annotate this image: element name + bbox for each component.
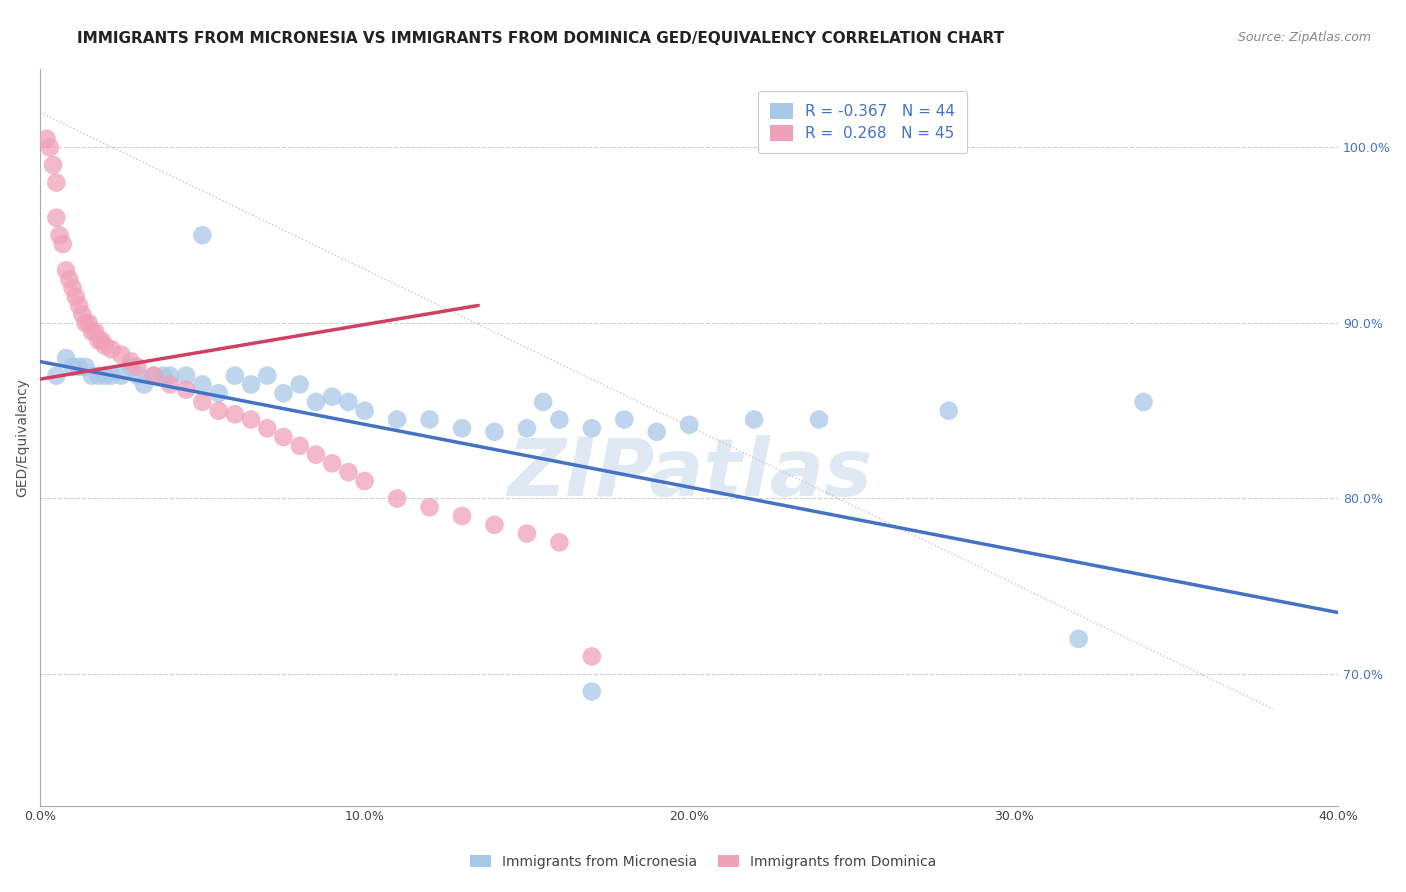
Point [419,500,441,515]
Point [224,407,246,421]
Point [305,395,328,409]
Point [142,368,165,383]
Point [90,334,112,348]
Point [58,272,80,286]
Point [337,395,360,409]
Point [516,526,538,541]
Point [256,368,278,383]
Point [100,368,122,383]
Point [581,421,603,435]
Point [288,377,311,392]
Point [87,368,110,383]
Point [678,417,700,432]
Point [451,421,474,435]
Point [159,377,181,392]
Point [516,421,538,435]
Point [207,386,229,401]
Point [72,307,94,321]
Text: Source: ZipAtlas.com: Source: ZipAtlas.com [1237,31,1371,45]
Point [353,403,375,417]
Point [548,535,571,549]
Point [52,237,75,252]
Point [207,403,229,417]
Point [548,412,571,426]
Point [191,228,214,243]
Point [67,359,90,374]
Point [132,377,155,392]
Legend: R = -0.367   N = 44, R =  0.268   N = 45: R = -0.367 N = 44, R = 0.268 N = 45 [758,91,967,153]
Point [62,359,84,374]
Point [159,368,181,383]
Point [273,386,295,401]
Point [80,325,103,339]
Point [305,448,328,462]
Point [273,430,295,444]
Point [353,474,375,488]
Text: ZIPatlas: ZIPatlas [506,435,872,513]
Point [152,368,174,383]
Point [62,281,84,295]
Point [35,132,58,146]
Point [174,368,197,383]
Point [142,368,165,383]
Point [110,368,132,383]
Point [127,359,149,374]
Point [484,517,506,532]
Point [451,509,474,524]
Point [224,368,246,383]
Text: IMMIGRANTS FROM MICRONESIA VS IMMIGRANTS FROM DOMINICA GED/EQUIVALENCY CORRELATI: IMMIGRANTS FROM MICRONESIA VS IMMIGRANTS… [77,31,1004,46]
Point [240,412,263,426]
Point [256,421,278,435]
Point [484,425,506,439]
Point [191,395,214,409]
Point [1067,632,1090,646]
Point [84,325,107,339]
Point [45,368,67,383]
Point [45,211,67,225]
Point [42,158,65,172]
Point [120,354,142,368]
Point [45,176,67,190]
Point [419,412,441,426]
Point [385,491,408,506]
Point [321,457,343,471]
Point [100,343,122,357]
Legend: Immigrants from Micronesia, Immigrants from Dominica: Immigrants from Micronesia, Immigrants f… [464,849,942,874]
Point [613,412,636,426]
Point [938,403,960,417]
Point [94,339,117,353]
Point [531,395,554,409]
Point [94,368,117,383]
Point [55,263,77,277]
Point [808,412,831,426]
Point [87,334,110,348]
Point [55,351,77,365]
Point [127,368,149,383]
Point [337,465,360,479]
Point [385,412,408,426]
Point [645,425,668,439]
Point [67,298,90,312]
Point [581,684,603,698]
Point [1132,395,1154,409]
Point [174,383,197,397]
Point [48,228,70,243]
Y-axis label: GED/Equivalency: GED/Equivalency [15,377,30,497]
Point [38,140,60,154]
Point [75,359,97,374]
Point [321,390,343,404]
Point [75,316,97,330]
Point [120,359,142,374]
Point [110,348,132,362]
Point [65,290,87,304]
Point [80,368,103,383]
Point [581,649,603,664]
Point [240,377,263,392]
Point [288,439,311,453]
Point [77,316,100,330]
Point [191,377,214,392]
Point [742,412,765,426]
